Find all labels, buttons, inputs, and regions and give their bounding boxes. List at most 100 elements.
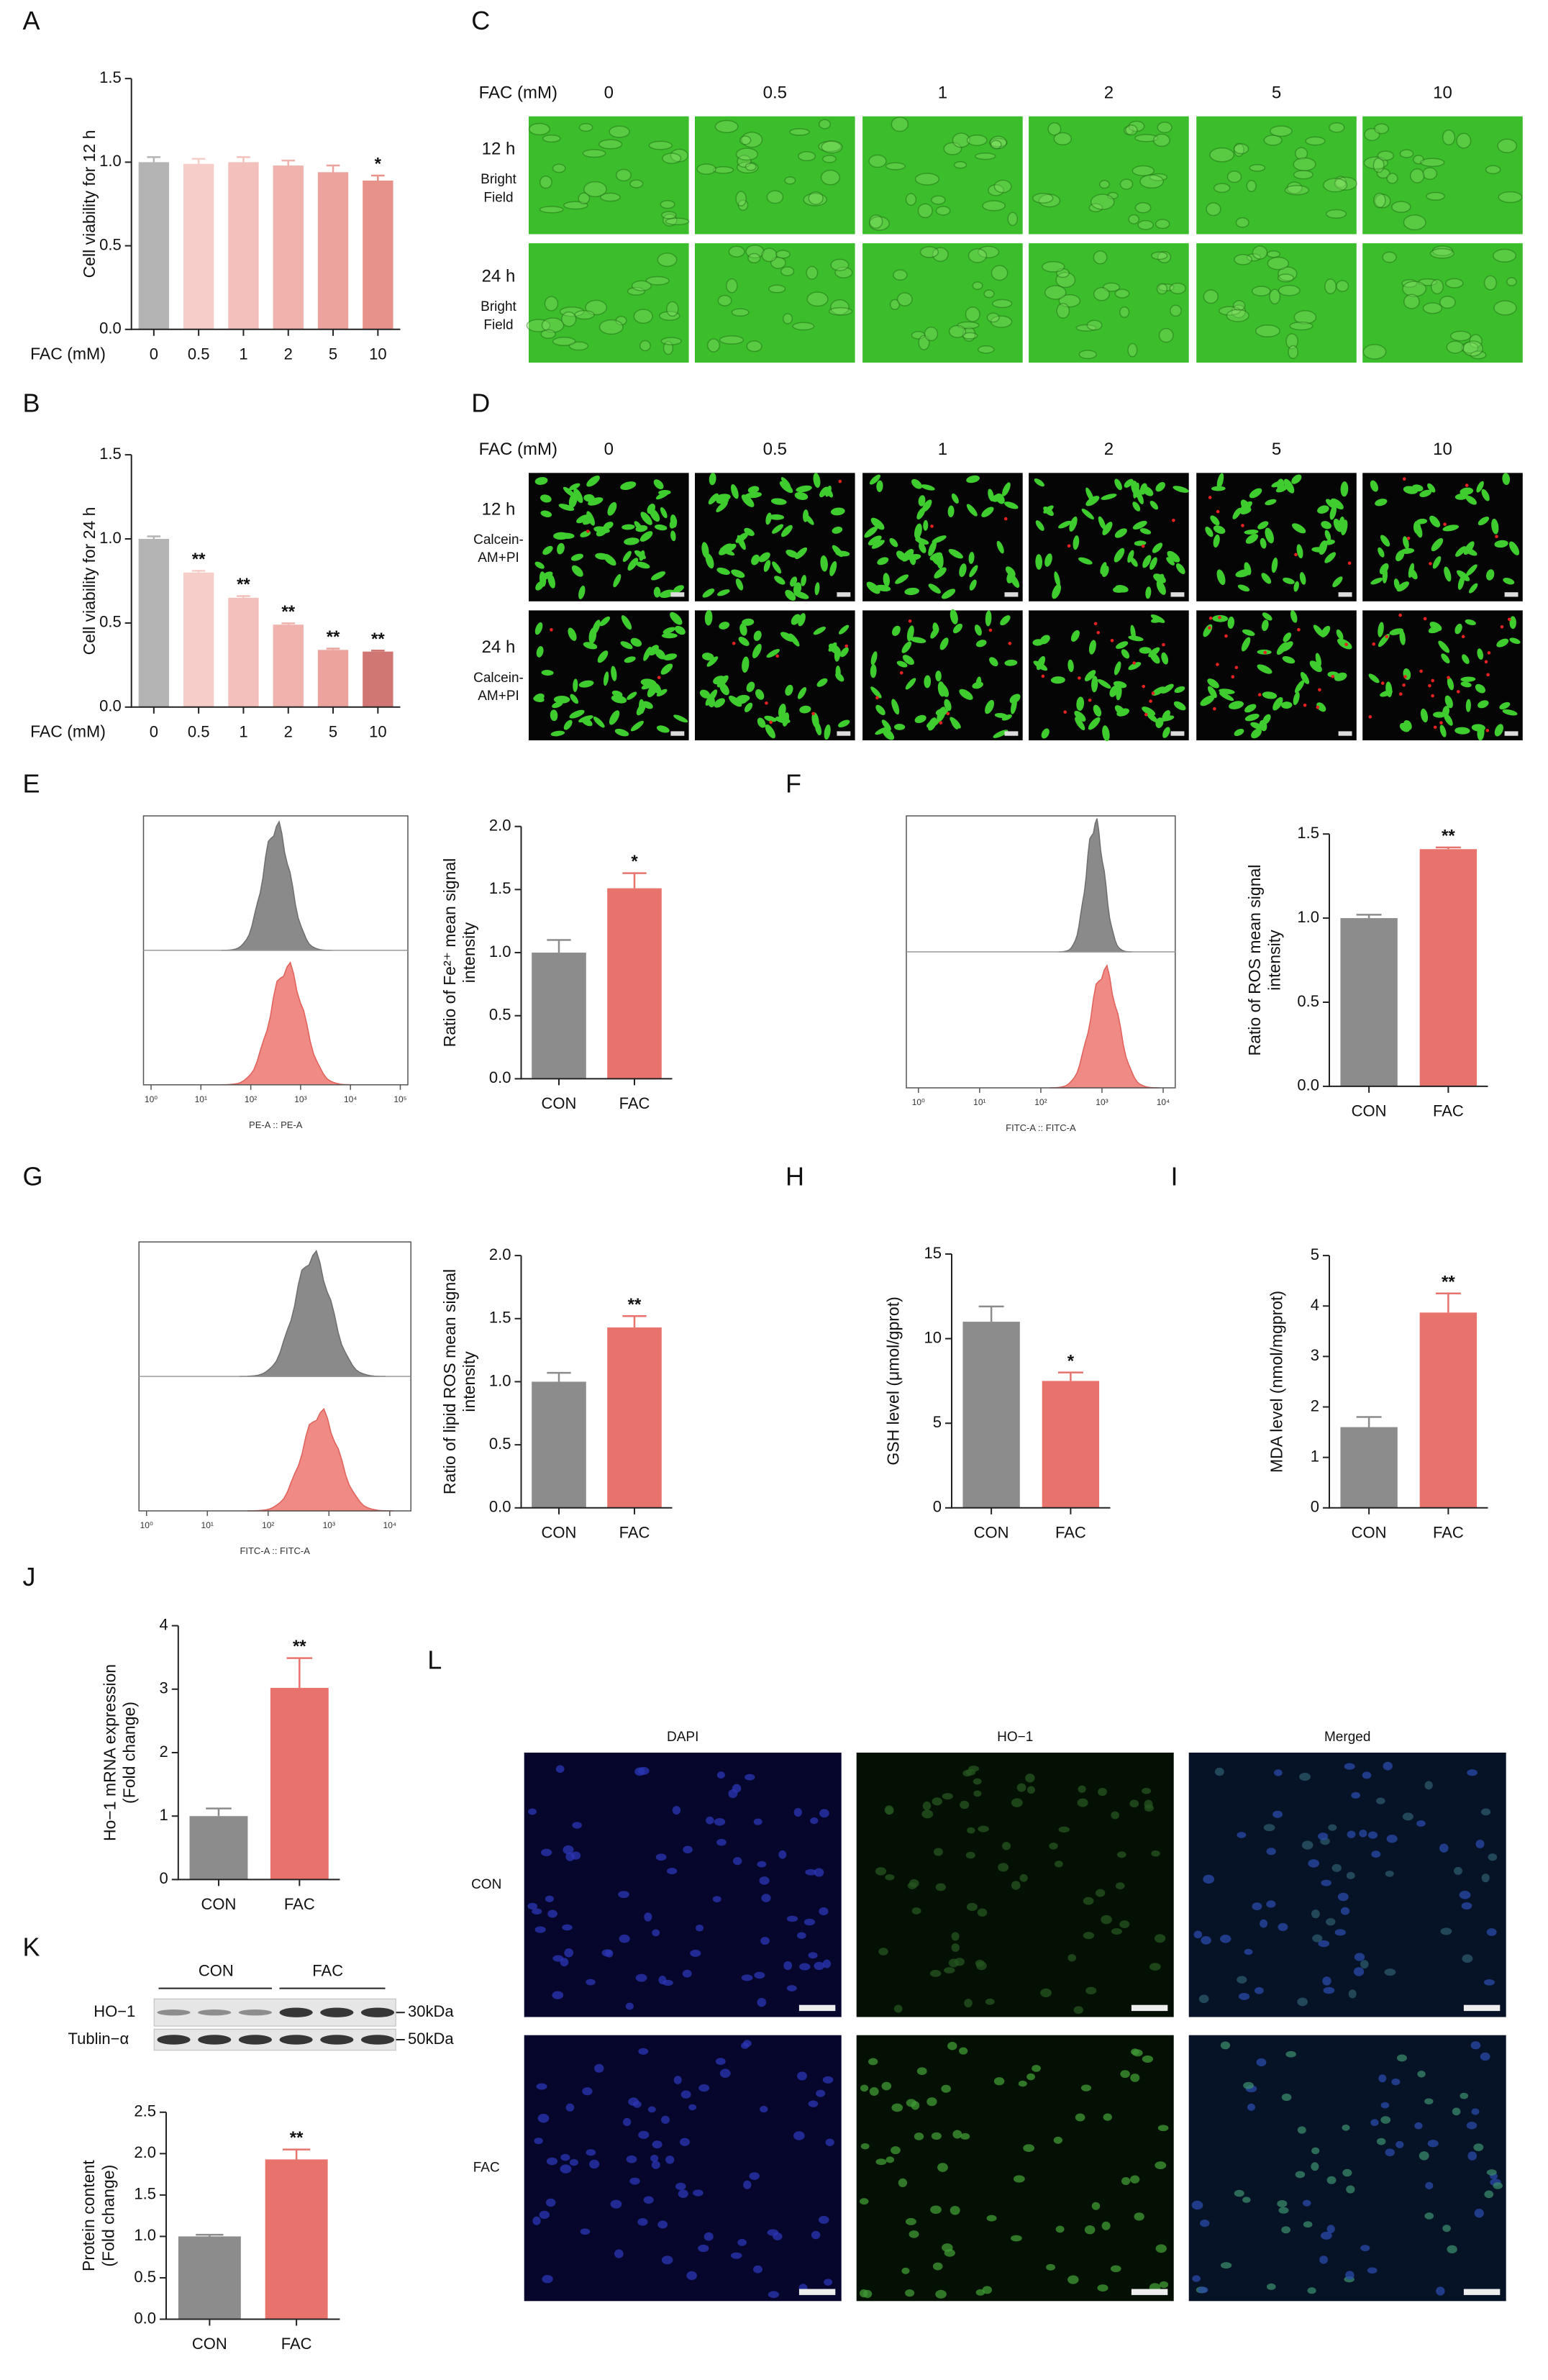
nucleus — [542, 2275, 553, 2284]
cell — [794, 491, 809, 500]
cell-texture — [1485, 165, 1501, 175]
cell-texture — [978, 345, 995, 354]
nucleus — [1318, 1940, 1330, 1948]
cell — [910, 637, 926, 643]
cell — [716, 496, 729, 504]
cell — [716, 501, 728, 513]
cell-texture — [1399, 149, 1414, 158]
cell — [918, 495, 926, 507]
y-tick-label: 0.0 — [134, 2309, 156, 2327]
cell — [895, 574, 909, 584]
nucleus — [715, 2058, 726, 2066]
nucleus — [1130, 2175, 1140, 2184]
cell — [716, 675, 729, 688]
cell — [1216, 569, 1226, 586]
nucleus — [932, 2262, 943, 2271]
cell — [717, 589, 730, 596]
cell-texture — [1139, 174, 1164, 189]
cell — [1324, 530, 1331, 541]
cell — [1416, 518, 1428, 524]
cell — [1290, 610, 1298, 623]
cell — [705, 553, 714, 569]
dead-cell — [1231, 675, 1235, 679]
nucleus — [1424, 2098, 1434, 2104]
dead-cell — [811, 712, 815, 716]
nucleus — [686, 2271, 697, 2281]
cell — [653, 479, 664, 490]
cell — [755, 689, 765, 700]
cell-texture — [714, 119, 739, 133]
y-tick-label: 3 — [1311, 1346, 1319, 1364]
cell — [1004, 501, 1019, 509]
nucleus — [799, 1963, 811, 1971]
cell — [1477, 648, 1484, 660]
cell — [838, 719, 850, 728]
cell — [583, 494, 595, 502]
cell-texture — [1042, 260, 1065, 273]
dead-cell — [1078, 676, 1081, 680]
cell — [639, 531, 653, 542]
dead-cell — [1088, 698, 1092, 702]
cell-texture — [1234, 253, 1252, 265]
y-tick-label: 2.0 — [134, 2143, 156, 2161]
cell-texture — [962, 332, 978, 340]
cell-texture — [768, 284, 786, 294]
nucleus — [1424, 1781, 1433, 1790]
cell — [1058, 520, 1072, 529]
cell-texture — [789, 128, 810, 136]
error-bar — [622, 872, 647, 889]
nucleus — [1367, 2267, 1378, 2274]
nucleus — [749, 2172, 760, 2180]
nucleus — [911, 1907, 921, 1915]
row-sublabel: Calcein- — [473, 532, 524, 548]
band — [238, 2009, 272, 2016]
cell — [839, 647, 849, 658]
cell-texture — [1088, 203, 1103, 213]
nucleus — [816, 2089, 826, 2097]
cell — [1262, 612, 1272, 621]
cell-texture — [540, 329, 556, 339]
nucleus — [1436, 2286, 1445, 2296]
nucleus — [716, 1771, 725, 1779]
cell — [1249, 488, 1262, 499]
cell — [1210, 515, 1220, 526]
cell-texture — [830, 258, 850, 271]
cell — [1114, 478, 1122, 491]
dead-cell — [550, 627, 553, 632]
nucleus — [1486, 2169, 1497, 2176]
cell — [653, 586, 661, 598]
nucleus — [814, 1961, 825, 1971]
nucleus — [626, 2155, 637, 2163]
cell — [571, 565, 583, 577]
cell — [661, 632, 678, 639]
dead-cell — [1439, 721, 1443, 725]
cell-texture — [670, 148, 688, 163]
cell — [1114, 548, 1125, 563]
nucleus — [929, 1970, 942, 1977]
cell-texture — [966, 135, 988, 146]
cell — [1244, 704, 1257, 713]
nucleus — [937, 2163, 948, 2172]
cell-texture — [745, 163, 757, 171]
cell-texture — [770, 256, 786, 269]
row-sublabel: Field — [483, 317, 513, 332]
cell — [1466, 564, 1478, 576]
nucleus — [537, 2114, 550, 2123]
nucleus — [737, 2238, 747, 2246]
nucleus — [893, 2004, 903, 2013]
nucleus — [1328, 1824, 1337, 1831]
nucleus — [931, 2132, 942, 2140]
cell — [599, 616, 611, 627]
cell-texture — [914, 173, 940, 186]
cell — [830, 507, 845, 516]
cell — [673, 714, 688, 723]
nucleus — [960, 2133, 970, 2140]
nucleus — [527, 1902, 538, 1910]
scale-bar — [1504, 731, 1519, 736]
cell — [586, 475, 600, 487]
nucleus — [1101, 1915, 1112, 1925]
cell-texture — [1277, 273, 1295, 283]
nucleus — [859, 2289, 868, 2298]
histogram-peak — [219, 961, 355, 1086]
nucleus — [601, 1949, 612, 1957]
